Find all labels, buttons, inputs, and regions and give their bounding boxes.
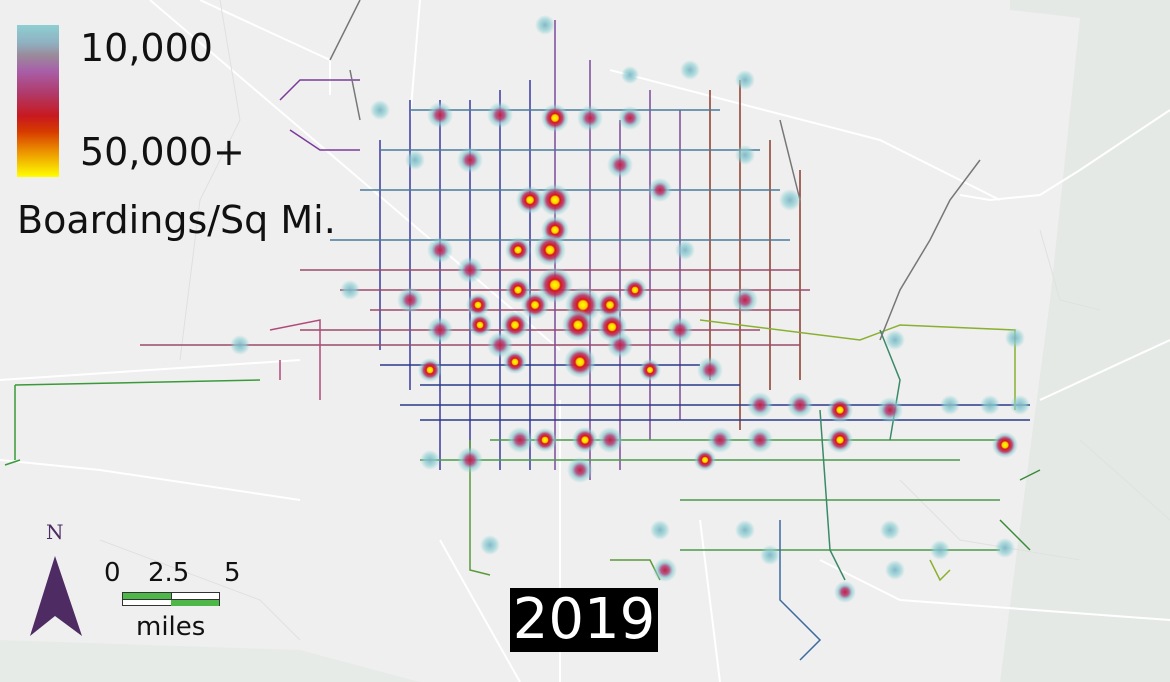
year-label: 2019 xyxy=(510,588,658,652)
legend-low-label: 50,000+ xyxy=(80,130,245,174)
scale-tick-1: 2.5 xyxy=(148,558,190,588)
heat-low xyxy=(230,15,1030,580)
legend-unit-label: Boardings/Sq Mi. xyxy=(17,198,336,242)
color-ramp xyxy=(17,25,59,177)
scale-tick-0: 0 xyxy=(104,558,121,588)
scale-bar-graphic xyxy=(122,592,220,606)
scale-bar: 0 2.5 5 miles xyxy=(100,558,260,648)
north-arrow-icon xyxy=(30,556,82,636)
scale-tick-2: 5 xyxy=(224,558,241,588)
heat-mid xyxy=(397,102,903,603)
scale-unit: miles xyxy=(136,612,206,642)
legend-high-label: 10,000 xyxy=(80,26,213,70)
north-label: N xyxy=(46,520,64,544)
heat-high xyxy=(418,104,1018,471)
north-arrow: N xyxy=(28,520,86,640)
